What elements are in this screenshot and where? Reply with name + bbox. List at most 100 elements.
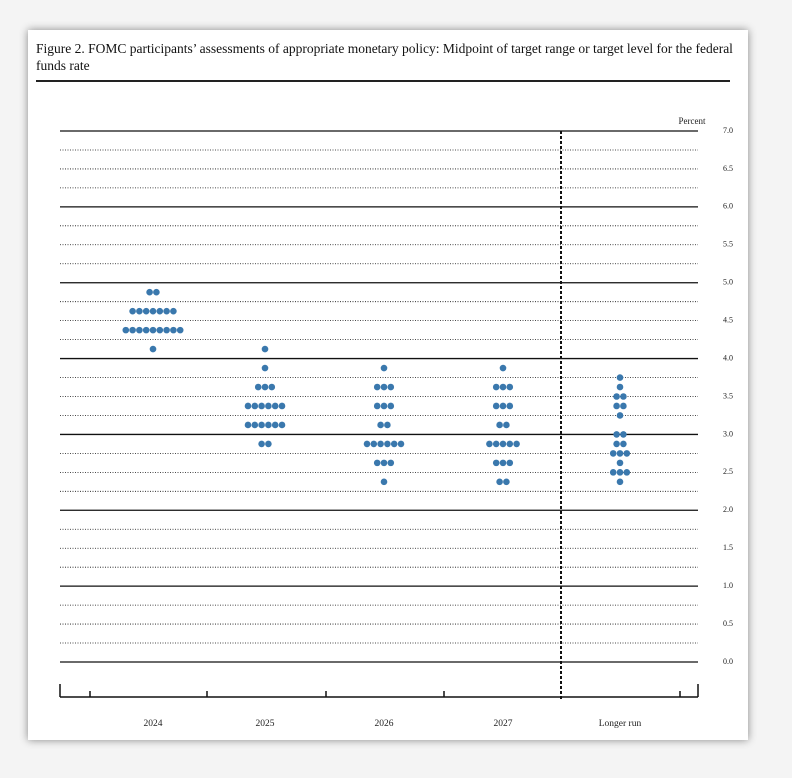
dot — [387, 402, 395, 410]
dot — [176, 326, 184, 334]
y-tick-label: 5.5 — [723, 240, 733, 249]
dot — [506, 440, 514, 448]
x-tick-label: 2025 — [256, 719, 275, 729]
dot — [387, 459, 395, 467]
dot — [613, 402, 620, 410]
dot — [122, 326, 130, 334]
dot — [265, 440, 272, 448]
dot — [278, 402, 286, 410]
dot — [613, 440, 620, 448]
dot — [486, 440, 493, 448]
dot — [251, 421, 259, 429]
y-tick-label: 5.0 — [723, 278, 733, 287]
dot — [261, 364, 269, 372]
dot — [499, 402, 507, 410]
dot — [149, 307, 157, 315]
y-tick-label: 4.0 — [723, 353, 733, 362]
y-tick-label: 0.5 — [723, 619, 733, 628]
dot — [373, 383, 381, 391]
dot — [513, 440, 520, 448]
dot — [616, 469, 624, 476]
dot — [492, 459, 500, 467]
dot — [616, 459, 624, 467]
dot — [384, 440, 391, 448]
x-tick-label: 2024 — [144, 719, 163, 729]
dot — [380, 402, 388, 410]
dot — [623, 450, 631, 457]
dot — [142, 307, 150, 315]
y-tick-label: 4.5 — [723, 315, 733, 324]
dot — [244, 421, 252, 429]
dot — [258, 421, 265, 429]
dot — [271, 421, 279, 429]
dot — [499, 459, 507, 467]
dot — [609, 469, 617, 476]
y-tick-label: 1.5 — [723, 543, 733, 552]
dot — [616, 383, 624, 391]
dot — [503, 421, 510, 429]
dot — [170, 307, 177, 315]
dot — [620, 402, 627, 410]
dot — [499, 364, 507, 372]
dot — [251, 402, 259, 410]
dot — [613, 393, 620, 400]
dot — [616, 374, 624, 381]
dot — [278, 421, 286, 429]
dot — [149, 326, 157, 334]
dot — [163, 307, 170, 315]
dot — [499, 383, 507, 391]
y-tick-label: 0.0 — [723, 657, 733, 666]
dot — [503, 478, 510, 486]
dot — [163, 326, 170, 334]
x-tick-label: Longer run — [599, 719, 642, 729]
dot — [613, 431, 620, 438]
dot — [506, 459, 514, 467]
dot — [623, 469, 631, 476]
dot — [499, 440, 507, 448]
dot — [156, 307, 164, 315]
dot — [261, 345, 269, 353]
dot — [363, 440, 371, 448]
dot — [244, 402, 252, 410]
dot — [156, 326, 164, 334]
dot — [496, 421, 503, 429]
dot — [265, 421, 272, 429]
dot — [149, 345, 157, 353]
dot — [265, 402, 272, 410]
x-tick-label: 2027 — [494, 719, 513, 729]
dot — [170, 326, 177, 334]
dot — [377, 421, 384, 429]
dot — [129, 326, 136, 334]
dot — [268, 383, 276, 391]
dot — [620, 440, 627, 448]
y-tick-label: 7.0 — [723, 126, 733, 135]
dot — [616, 412, 624, 419]
dot — [153, 288, 160, 296]
dot — [506, 402, 514, 410]
dot — [384, 421, 391, 429]
dot — [390, 440, 398, 448]
dot — [380, 459, 388, 467]
dot — [258, 402, 265, 410]
figure-panel — [28, 30, 748, 740]
dot — [492, 402, 500, 410]
dot — [258, 440, 265, 448]
y-tick-label: 6.0 — [723, 202, 733, 211]
dot — [142, 326, 150, 334]
dot — [380, 364, 388, 372]
x-axis — [59, 684, 699, 698]
dot — [616, 450, 624, 457]
dot — [609, 450, 617, 457]
dot — [492, 440, 500, 448]
dot — [620, 431, 627, 438]
dot — [380, 478, 388, 486]
dot — [397, 440, 405, 448]
dot — [620, 393, 627, 400]
dot — [492, 383, 500, 391]
title-rule — [36, 80, 730, 82]
y-tick-label: 3.5 — [723, 391, 733, 400]
y-axis-label: Percent — [679, 116, 706, 126]
dot — [380, 383, 388, 391]
dot — [261, 383, 269, 391]
